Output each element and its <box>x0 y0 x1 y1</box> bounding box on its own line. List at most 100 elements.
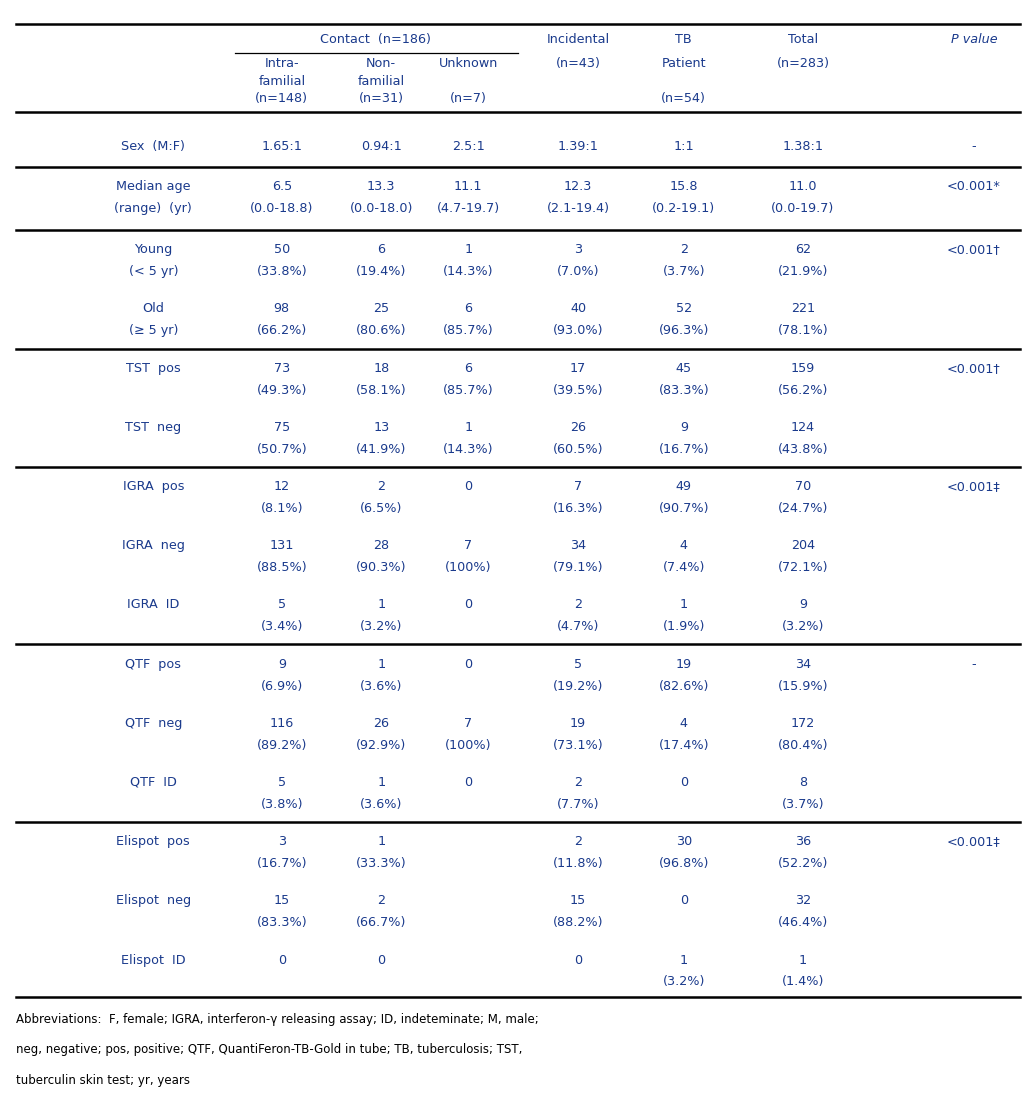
Text: (14.3%): (14.3%) <box>443 443 493 456</box>
Text: (range)  (yr): (range) (yr) <box>114 202 193 215</box>
Text: (58.1%): (58.1%) <box>356 384 406 397</box>
Text: 116: 116 <box>269 717 294 730</box>
Text: (100%): (100%) <box>445 739 491 752</box>
Text: familial: familial <box>258 75 306 88</box>
Text: (49.3%): (49.3%) <box>257 384 307 397</box>
Text: (83.3%): (83.3%) <box>257 916 307 929</box>
Text: (24.7%): (24.7%) <box>778 502 828 515</box>
Text: 98: 98 <box>274 302 290 316</box>
Text: (39.5%): (39.5%) <box>553 384 603 397</box>
Text: (n=43): (n=43) <box>555 57 601 70</box>
Text: (14.3%): (14.3%) <box>443 265 493 278</box>
Text: 15: 15 <box>570 894 586 907</box>
Text: 0: 0 <box>680 894 688 907</box>
Text: (66.7%): (66.7%) <box>356 916 406 929</box>
Text: (17.4%): (17.4%) <box>659 739 709 752</box>
Text: (3.2%): (3.2%) <box>782 620 824 633</box>
Text: (3.7%): (3.7%) <box>662 265 706 278</box>
Text: (n=283): (n=283) <box>776 57 830 70</box>
Text: Elispot  ID: Elispot ID <box>121 954 185 967</box>
Text: (0.0-19.7): (0.0-19.7) <box>771 202 835 215</box>
Text: 19: 19 <box>675 658 692 671</box>
Text: (100%): (100%) <box>445 561 491 574</box>
Text: 5: 5 <box>278 776 286 789</box>
Text: 30: 30 <box>675 835 692 848</box>
Text: 0: 0 <box>574 954 582 967</box>
Text: 15.8: 15.8 <box>669 180 698 193</box>
Text: (90.3%): (90.3%) <box>356 561 406 574</box>
Text: (60.5%): (60.5%) <box>553 443 603 456</box>
Text: Median age: Median age <box>116 180 191 193</box>
Text: 5: 5 <box>278 598 286 612</box>
Text: (85.7%): (85.7%) <box>443 324 493 338</box>
Text: Total: Total <box>787 33 818 46</box>
Text: 1:1: 1:1 <box>673 140 694 153</box>
Text: (n=7): (n=7) <box>450 92 487 105</box>
Text: 2: 2 <box>377 894 385 907</box>
Text: (15.9%): (15.9%) <box>778 680 828 693</box>
Text: (6.9%): (6.9%) <box>261 680 303 693</box>
Text: (80.6%): (80.6%) <box>356 324 406 338</box>
Text: (19.2%): (19.2%) <box>553 680 603 693</box>
Text: 40: 40 <box>570 302 586 316</box>
Text: 70: 70 <box>795 480 811 493</box>
Text: Sex  (M:F): Sex (M:F) <box>121 140 185 153</box>
Text: 2: 2 <box>680 243 688 256</box>
Text: IGRA  ID: IGRA ID <box>127 598 179 612</box>
Text: (16.7%): (16.7%) <box>257 857 307 870</box>
Text: 73: 73 <box>274 362 290 375</box>
Text: 18: 18 <box>373 362 390 375</box>
Text: (80.4%): (80.4%) <box>778 739 828 752</box>
Text: 0: 0 <box>464 480 472 493</box>
Text: 17: 17 <box>570 362 586 375</box>
Text: QTF  ID: QTF ID <box>130 776 177 789</box>
Text: 1.38:1: 1.38:1 <box>782 140 824 153</box>
Text: (79.1%): (79.1%) <box>553 561 603 574</box>
Text: 124: 124 <box>790 421 815 434</box>
Text: 3: 3 <box>278 835 286 848</box>
Text: 13: 13 <box>373 421 390 434</box>
Text: 0: 0 <box>377 954 385 967</box>
Text: 7: 7 <box>464 539 472 552</box>
Text: 12: 12 <box>274 480 290 493</box>
Text: (56.2%): (56.2%) <box>778 384 828 397</box>
Text: 159: 159 <box>790 362 815 375</box>
Text: (3.6%): (3.6%) <box>361 798 402 811</box>
Text: 9: 9 <box>278 658 286 671</box>
Text: (43.8%): (43.8%) <box>778 443 828 456</box>
Text: (3.8%): (3.8%) <box>260 798 304 811</box>
Text: TST  pos: TST pos <box>126 362 180 375</box>
Text: 131: 131 <box>269 539 294 552</box>
Text: (3.2%): (3.2%) <box>361 620 402 633</box>
Text: IGRA  pos: IGRA pos <box>122 480 184 493</box>
Text: 52: 52 <box>675 302 692 316</box>
Text: 172: 172 <box>790 717 815 730</box>
Text: (4.7-19.7): (4.7-19.7) <box>437 202 499 215</box>
Text: (3.6%): (3.6%) <box>361 680 402 693</box>
Text: -: - <box>972 658 976 671</box>
Text: 7: 7 <box>574 480 582 493</box>
Text: 4: 4 <box>680 539 688 552</box>
Text: 50: 50 <box>274 243 290 256</box>
Text: 204: 204 <box>790 539 815 552</box>
Text: (n=54): (n=54) <box>661 92 707 105</box>
Text: 2: 2 <box>574 835 582 848</box>
Text: 0: 0 <box>278 954 286 967</box>
Text: (93.0%): (93.0%) <box>553 324 603 338</box>
Text: (2.1-19.4): (2.1-19.4) <box>547 202 609 215</box>
Text: (3.4%): (3.4%) <box>261 620 303 633</box>
Text: Patient: Patient <box>661 57 707 70</box>
Text: (11.8%): (11.8%) <box>553 857 603 870</box>
Text: (1.9%): (1.9%) <box>663 620 704 633</box>
Text: 3: 3 <box>574 243 582 256</box>
Text: 9: 9 <box>680 421 688 434</box>
Text: (73.1%): (73.1%) <box>553 739 603 752</box>
Text: (88.2%): (88.2%) <box>553 916 603 929</box>
Text: TST  neg: TST neg <box>125 421 181 434</box>
Text: IGRA  neg: IGRA neg <box>122 539 184 552</box>
Text: (6.5%): (6.5%) <box>361 502 402 515</box>
Text: (50.7%): (50.7%) <box>257 443 307 456</box>
Text: 2: 2 <box>574 598 582 612</box>
Text: (< 5 yr): (< 5 yr) <box>128 265 178 278</box>
Text: 13.3: 13.3 <box>367 180 396 193</box>
